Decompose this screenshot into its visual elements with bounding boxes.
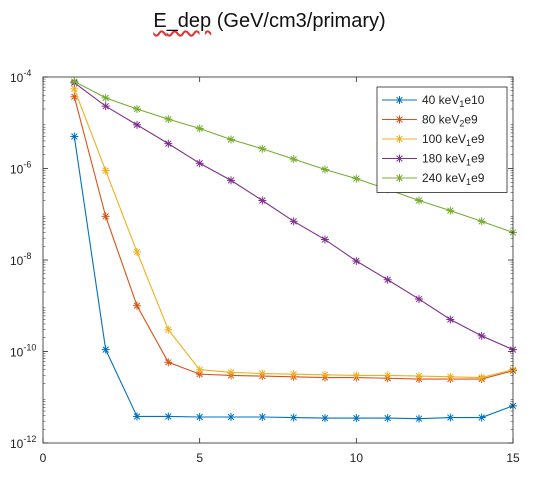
series-5-point [289, 155, 298, 164]
y-tick-label: 10-4 [10, 68, 31, 85]
series-5-point [477, 217, 486, 226]
series-4-point [133, 120, 141, 129]
series-5-point [415, 196, 423, 205]
series-1-point [289, 413, 298, 422]
series-5-point [227, 135, 235, 144]
series-5-point [352, 174, 361, 183]
y-tick-label: 10-12 [10, 434, 36, 451]
legend-marker [395, 96, 404, 104]
series-1-point [227, 413, 235, 422]
series-1-point [415, 414, 423, 423]
legend-label: 240 keV1e9 [422, 171, 485, 187]
series-3-point [289, 370, 298, 379]
series-4-point [352, 257, 361, 266]
legend-label: 80 keV2e9 [422, 113, 478, 129]
series-1-point [133, 412, 141, 421]
series-5-point [70, 77, 79, 86]
legend-item: 240 keV1e9 [382, 171, 485, 187]
series-5-point [258, 144, 267, 153]
series-4-point [383, 275, 392, 284]
series-5-point [164, 115, 173, 124]
legend-marker [395, 115, 404, 124]
series-2-point [164, 358, 173, 367]
series-1-point [195, 413, 204, 422]
x-tick-label: 15 [506, 451, 520, 465]
chart-title-part-3: (GeV/cm3/primary) [211, 10, 386, 32]
series-3-point [383, 371, 392, 380]
series-3-point [101, 166, 110, 175]
legend-marker [395, 135, 404, 143]
series-4-point [321, 235, 329, 244]
series-4-point [227, 176, 235, 185]
series-5-point [133, 104, 141, 113]
series-5-point [321, 165, 329, 174]
series-layer [70, 77, 517, 423]
series-1-point [101, 345, 110, 354]
series-1-point [477, 413, 486, 422]
series-5-point [101, 93, 110, 102]
ticks-layer: 0 5 10 15 10-12 10-10 10-8 10-6 10-4 [10, 68, 520, 465]
legend-label: 40 keV1e10 [422, 93, 485, 109]
series-3-point [227, 368, 235, 377]
x-tick-label: 5 [196, 451, 203, 465]
legend-label: 100 keV1e9 [422, 132, 485, 148]
series-3-point [352, 371, 361, 380]
series-1-point [352, 414, 361, 423]
legend-label: 180 keV1e9 [422, 152, 485, 168]
series-3-point [164, 325, 173, 334]
series-3-point [321, 370, 329, 379]
series-3-point [415, 372, 423, 381]
series-5-point [195, 124, 204, 133]
series-1-point [383, 414, 392, 423]
legend-item: 80 keV2e9 [382, 113, 478, 129]
series-4-point [289, 217, 298, 226]
legend-item: 100 keV1e9 [382, 132, 485, 148]
series-3-point [446, 372, 455, 381]
y-tick-label: 10-8 [10, 251, 31, 268]
legend-marker [395, 174, 404, 182]
series-4-point [446, 315, 455, 324]
x-tick-label: 0 [40, 451, 47, 465]
series-3-point [195, 365, 204, 374]
series-3-point [477, 373, 486, 382]
series-1-point [258, 413, 267, 422]
legend: 40 keV1e10 80 keV2e9 100 keV1e9 180 keV1e9 2… [376, 86, 508, 193]
chart-title-part-1: E [153, 10, 167, 32]
series-2-point [101, 212, 110, 221]
series-1-point [164, 412, 173, 421]
series-2-point [133, 301, 141, 310]
legend-item: 40 keV1e10 [382, 93, 485, 109]
y-tick-label: 10-6 [10, 160, 31, 177]
series-5-point [446, 206, 455, 215]
series-4-point [415, 295, 423, 304]
chart-title-part-2: _dep [166, 10, 212, 32]
legend-marker [395, 154, 404, 163]
y-tick-label: 10-10 [10, 343, 36, 360]
series-4-point [195, 159, 204, 168]
x-tick-label: 10 [350, 451, 364, 465]
series-4-point [101, 102, 110, 111]
series-1-point [70, 132, 79, 141]
series-4-point [164, 139, 173, 148]
series-3-point [133, 247, 141, 256]
legend-item: 180 keV1e9 [382, 152, 485, 168]
series-3-point [258, 369, 267, 378]
series-1-point [321, 414, 329, 423]
series-4-point [258, 196, 267, 205]
chart-title: E_dep (GeV/cm3/primary) [0, 10, 539, 33]
series-1-point [446, 413, 455, 422]
series-4-point [477, 331, 486, 340]
